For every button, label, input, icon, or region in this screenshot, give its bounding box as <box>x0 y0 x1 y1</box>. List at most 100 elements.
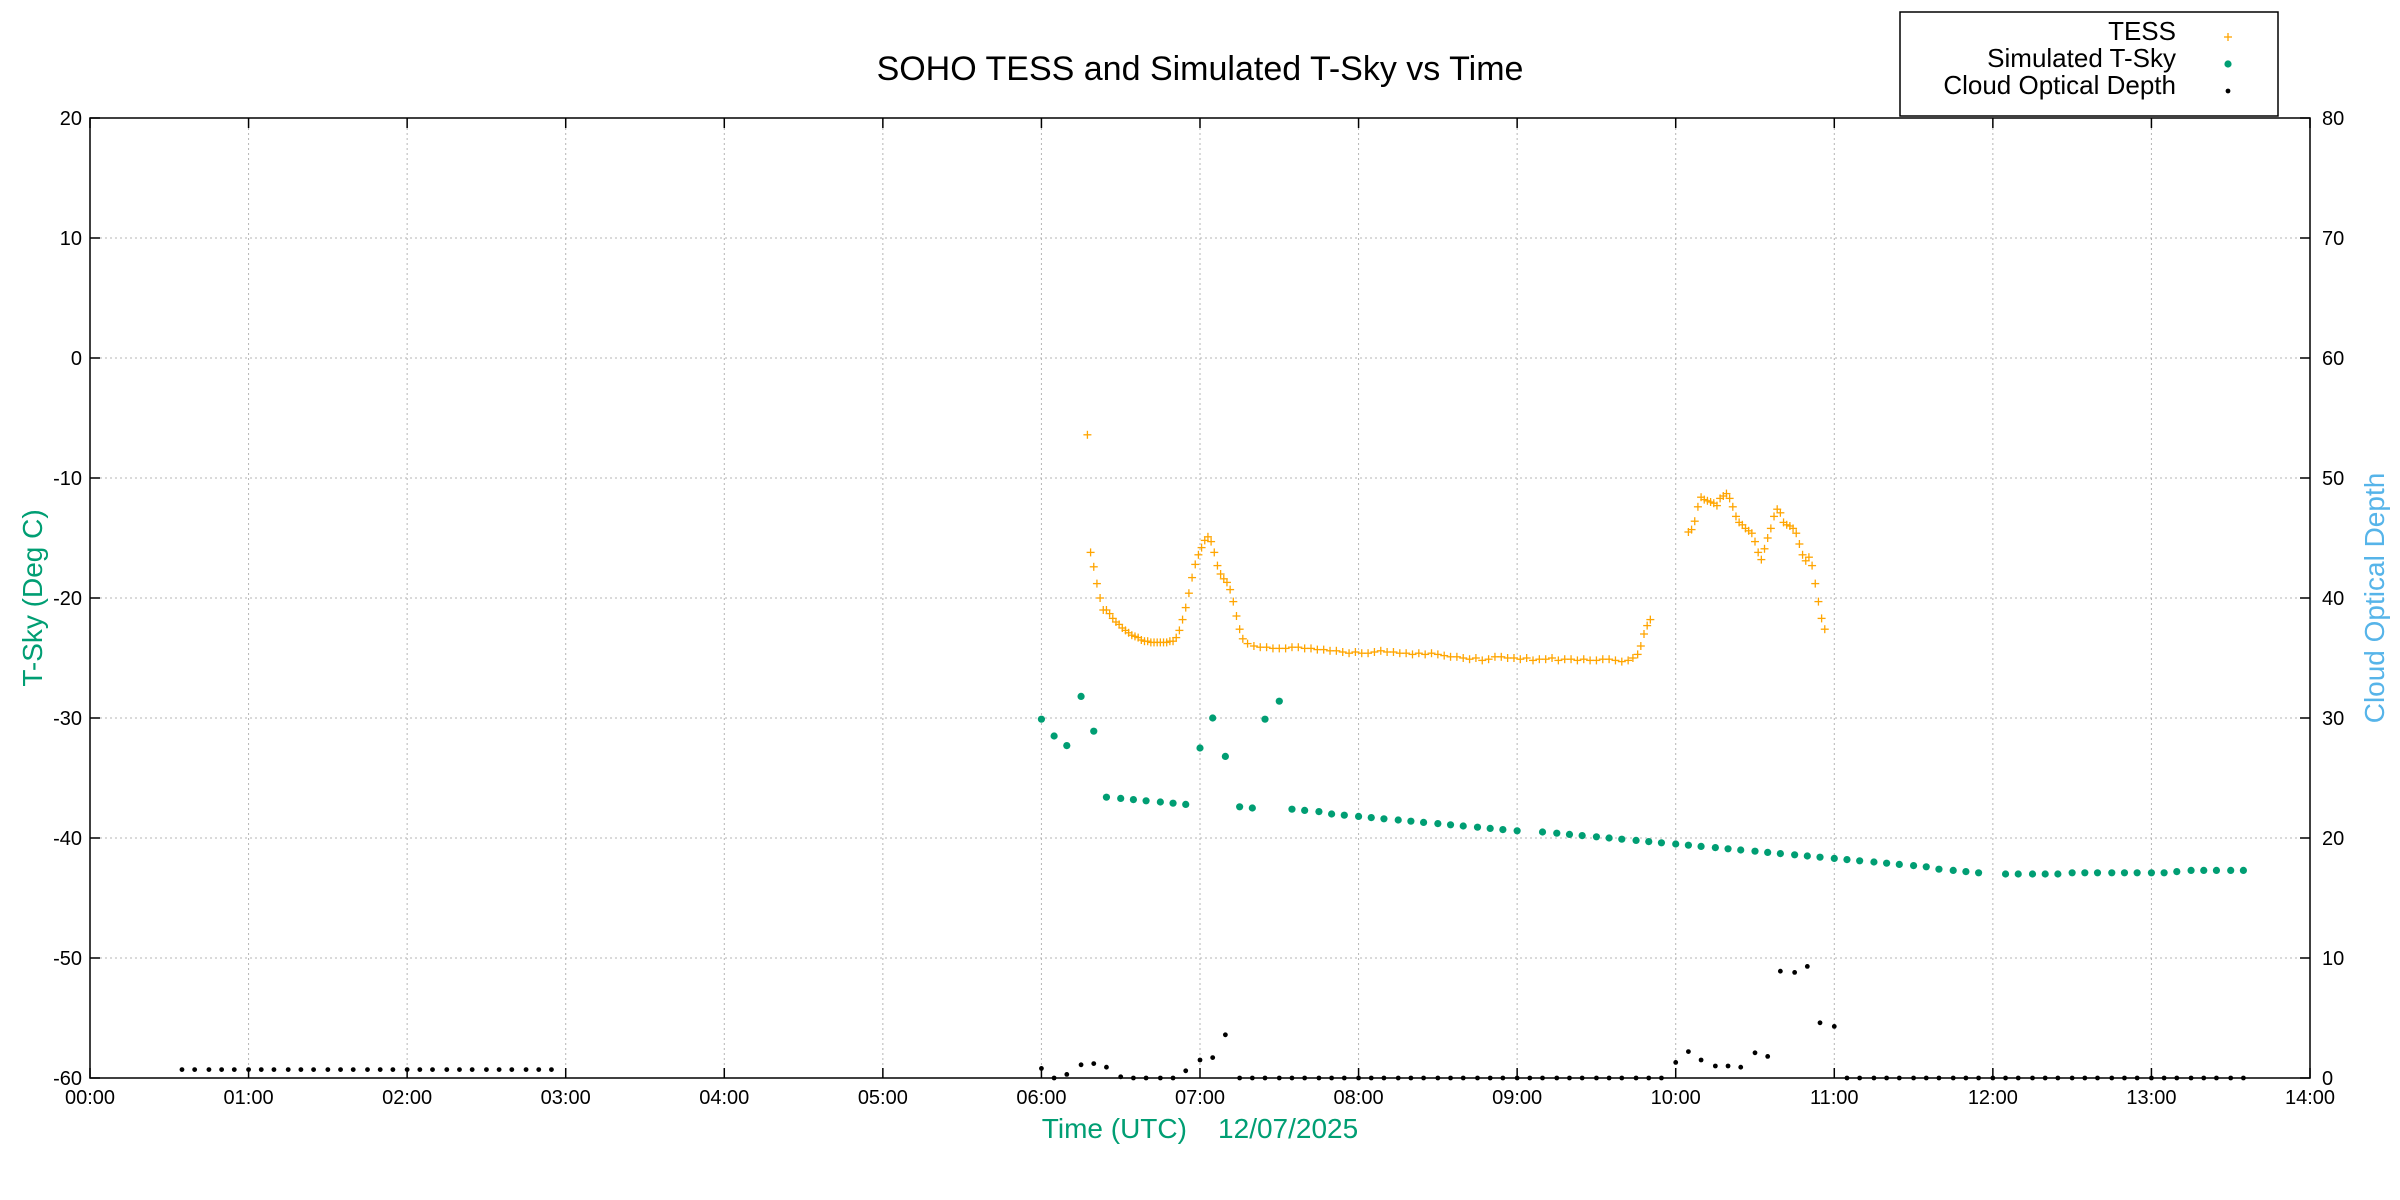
tsky-point <box>1974 869 1983 877</box>
tsky-point <box>1776 850 1784 858</box>
tess-point <box>1725 494 1734 503</box>
cod-point <box>549 1067 554 1072</box>
tess-point <box>1633 650 1642 659</box>
cod-point <box>390 1067 396 1072</box>
cod-point <box>536 1067 542 1072</box>
tess-point <box>1184 589 1193 598</box>
cod-point <box>1738 1064 1744 1070</box>
tsky-point <box>1367 814 1375 822</box>
tess-point <box>1554 656 1563 665</box>
tess-point <box>1646 615 1655 624</box>
y2-tick-label: 60 <box>2322 348 2344 370</box>
tess-point <box>1811 579 1820 588</box>
legend-label-cod: Cloud Optical Depth <box>1943 70 2176 100</box>
tess-point <box>1194 550 1203 559</box>
tess-point <box>1083 430 1092 439</box>
tess-point <box>1433 650 1442 659</box>
tsky-point <box>1803 852 1811 860</box>
tess-point <box>1197 543 1206 552</box>
tess-point <box>1808 561 1817 570</box>
tess-point <box>1605 655 1614 664</box>
cod-point <box>1831 1024 1837 1029</box>
cod-point <box>457 1067 462 1072</box>
x-tick-label: 13:00 <box>2126 1087 2176 1109</box>
cod-point <box>1725 1063 1731 1069</box>
tess-point <box>1105 609 1114 618</box>
cod-point <box>231 1067 237 1072</box>
cod-point <box>1197 1057 1203 1063</box>
tsky-point <box>1129 796 1137 804</box>
tsky-point <box>1446 821 1455 829</box>
tess-point <box>1238 634 1247 643</box>
tsky-point <box>1221 752 1229 761</box>
tsky-point <box>1236 803 1244 811</box>
tess-point <box>1789 524 1798 533</box>
tess-point <box>1294 643 1303 652</box>
tsky-point <box>1169 799 1177 807</box>
tess-point <box>1207 537 1216 546</box>
tess-point <box>1332 646 1341 655</box>
tsky-point <box>1513 827 1521 835</box>
chart-title: SOHO TESS and Simulated T-Sky vs Time <box>877 50 1524 88</box>
tsky-point <box>1209 714 1217 722</box>
y-axis-label: T-Sky (Deg C) <box>17 509 48 686</box>
tsky-point <box>1275 697 1283 705</box>
tsky-point <box>1354 812 1363 821</box>
y2-tick-label: 30 <box>2322 708 2344 730</box>
cod-point <box>192 1067 198 1072</box>
tess-point <box>1804 553 1813 562</box>
x-tick-label: 10:00 <box>1651 1087 1701 1109</box>
tess-point <box>1232 612 1241 620</box>
tess-point <box>1792 529 1801 538</box>
tsky-point <box>2160 869 2168 877</box>
tsky-point <box>2227 866 2235 875</box>
tess-point <box>1345 649 1354 658</box>
tess-point <box>1364 649 1373 658</box>
x-tick-label: 07:00 <box>1175 1087 1225 1109</box>
tess-point <box>1370 648 1379 656</box>
cod-point <box>1064 1072 1070 1077</box>
cod-point <box>350 1067 356 1072</box>
cod-point <box>206 1067 212 1072</box>
tsky-point <box>1922 863 1930 871</box>
tess-point <box>1459 654 1468 662</box>
grid <box>90 118 2310 1078</box>
tess-point <box>1262 643 1271 652</box>
tsky-point <box>1843 856 1851 864</box>
tsky-point <box>1102 793 1111 801</box>
tess-point <box>1376 646 1385 655</box>
tsky-point <box>1618 835 1626 843</box>
tess-point <box>1226 585 1235 594</box>
cod-point <box>1686 1049 1691 1054</box>
tess-point <box>1636 642 1645 650</box>
cod-point <box>509 1067 515 1072</box>
cod-point <box>444 1067 450 1072</box>
tsky-point <box>1909 862 1918 870</box>
tess-point <box>1210 548 1219 557</box>
y2-tick-label: 20 <box>2322 828 2344 850</box>
tess-point <box>1687 525 1696 534</box>
tsky-point <box>1935 865 1943 873</box>
tsky-point <box>2187 866 2195 875</box>
tess-point <box>1766 524 1775 533</box>
tsky-point <box>1672 840 1680 848</box>
tsky-point <box>1751 847 1759 855</box>
tess-point <box>1770 512 1779 521</box>
tsky-point <box>2081 869 2089 877</box>
tess-point <box>1529 656 1537 665</box>
tess-point <box>1541 655 1550 664</box>
cod-point <box>1777 968 1783 974</box>
cod-point <box>219 1067 225 1072</box>
tess-point <box>1820 625 1829 634</box>
tess-point <box>1484 655 1493 664</box>
x-tick-label: 00:00 <box>65 1087 115 1109</box>
tess-point <box>1086 548 1095 557</box>
x-tick-label: 08:00 <box>1334 1087 1384 1109</box>
tsky-point <box>2212 866 2221 875</box>
y2-tick-label: 70 <box>2322 228 2344 250</box>
tsky-point <box>1578 832 1586 840</box>
tess-point <box>1751 537 1759 546</box>
tsky-point <box>1394 816 1402 824</box>
y-tick-label: -20 <box>53 588 82 610</box>
x-tick-label: 14:00 <box>2285 1087 2335 1109</box>
